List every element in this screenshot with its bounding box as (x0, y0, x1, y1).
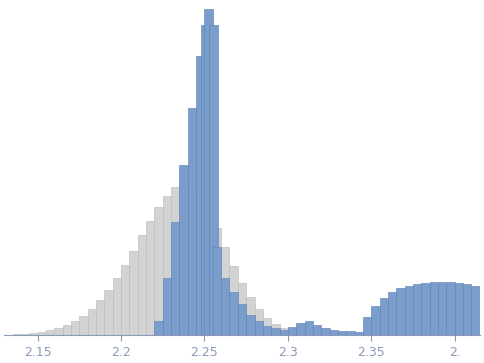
Bar (355, 334, 363, 335)
Bar (347, 331, 355, 335)
Bar (113, 278, 121, 335)
Bar (296, 323, 304, 335)
Bar (13, 334, 21, 335)
Bar (280, 330, 288, 335)
Bar (171, 221, 180, 335)
Bar (388, 292, 396, 335)
Bar (196, 196, 204, 335)
Bar (221, 278, 229, 335)
Bar (204, 9, 213, 335)
Bar (88, 309, 96, 335)
Bar (463, 284, 471, 335)
Bar (238, 304, 246, 335)
Bar (121, 265, 129, 335)
Bar (371, 306, 379, 335)
Bar (137, 235, 146, 335)
Bar (379, 298, 388, 335)
Bar (154, 321, 163, 335)
Bar (304, 321, 313, 335)
Bar (213, 248, 221, 335)
Bar (62, 325, 71, 335)
Bar (355, 332, 363, 335)
Bar (180, 164, 188, 335)
Bar (347, 334, 355, 335)
Bar (171, 187, 180, 335)
Bar (79, 316, 88, 335)
Bar (96, 300, 105, 335)
Bar (146, 220, 154, 335)
Bar (405, 286, 413, 335)
Bar (271, 328, 280, 335)
Bar (288, 327, 296, 335)
Bar (129, 250, 137, 335)
Bar (221, 248, 229, 335)
Bar (271, 324, 280, 335)
Bar (201, 25, 210, 335)
Bar (313, 333, 321, 335)
Bar (105, 290, 113, 335)
Bar (180, 183, 188, 335)
Bar (154, 207, 163, 335)
Bar (46, 330, 54, 335)
Bar (163, 196, 171, 335)
Bar (229, 266, 238, 335)
Bar (455, 283, 463, 335)
Bar (263, 326, 271, 335)
Bar (54, 328, 62, 335)
Bar (321, 328, 330, 335)
Bar (313, 325, 321, 335)
Bar (188, 186, 196, 335)
Bar (363, 317, 371, 335)
Bar (430, 282, 438, 335)
Bar (229, 292, 238, 335)
Bar (446, 282, 455, 335)
Bar (255, 309, 263, 335)
Bar (296, 331, 304, 335)
Bar (321, 333, 330, 335)
Bar (330, 334, 338, 335)
Bar (238, 283, 246, 335)
Bar (422, 283, 430, 335)
Bar (338, 331, 347, 335)
Bar (213, 228, 221, 335)
Bar (471, 286, 480, 335)
Bar (204, 210, 213, 335)
Bar (363, 334, 371, 335)
Bar (71, 321, 79, 335)
Bar (438, 282, 446, 335)
Bar (246, 297, 255, 335)
Bar (246, 315, 255, 335)
Bar (288, 330, 296, 335)
Bar (263, 318, 271, 335)
Bar (330, 330, 338, 335)
Bar (280, 328, 288, 335)
Bar (21, 334, 29, 335)
Bar (413, 284, 422, 335)
Bar (255, 321, 263, 335)
Bar (304, 332, 313, 335)
Bar (210, 25, 218, 335)
Bar (338, 334, 347, 335)
Bar (396, 288, 405, 335)
Bar (196, 56, 204, 335)
Bar (188, 108, 196, 335)
Bar (163, 278, 171, 335)
Bar (29, 333, 38, 335)
Bar (38, 332, 46, 335)
